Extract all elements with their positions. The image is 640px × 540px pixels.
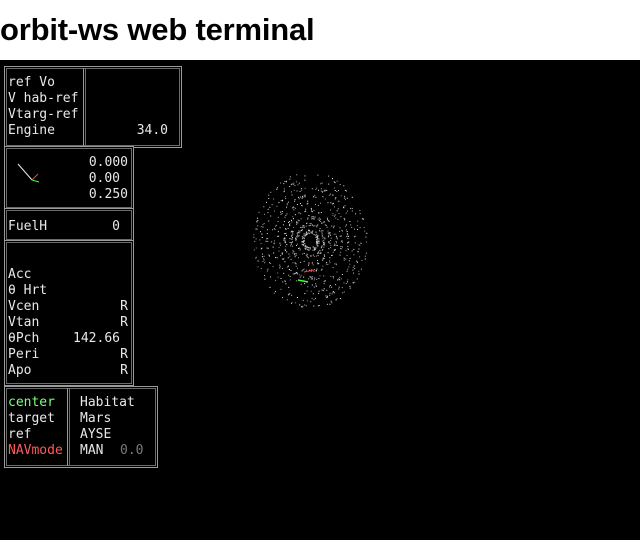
page-title: orbit-ws web terminal (0, 12, 315, 47)
vcen-value: R (120, 299, 128, 314)
nav-panel (4, 386, 158, 468)
apo-label: Apo (8, 363, 32, 378)
target-value: Mars (80, 411, 112, 426)
stats-panel (4, 240, 134, 386)
engine-label: Engine (8, 123, 55, 138)
ship-marker (297, 279, 309, 283)
acc-label: Acc (8, 267, 32, 282)
vcen-label: Vcen (8, 299, 40, 314)
vtan-value: R (120, 315, 128, 330)
ref-panel-divider (83, 68, 84, 146)
vtan-label: Vtan (8, 315, 40, 330)
fuel-label: FuelH (8, 219, 48, 234)
ref-vo-label: ref Vo (8, 75, 55, 90)
center-value: Habitat (80, 395, 135, 410)
apo-value: R (120, 363, 128, 378)
navmode-value: MAN (80, 443, 104, 458)
ref-label: ref (8, 427, 32, 442)
theta-pch-label: θPch (8, 331, 40, 346)
attitude-panel (4, 146, 134, 210)
theta-pch-value: 142.66 (73, 331, 120, 346)
target-label: target (8, 411, 55, 426)
orbit-dots (253, 174, 368, 308)
target-marker (303, 269, 315, 273)
page-header: orbit-ws web terminal (0, 0, 640, 60)
nav-extra-value: 0.0 (120, 443, 144, 458)
attitude-indicator-icon (17, 163, 40, 183)
center-label: center (8, 395, 55, 410)
attitude-value-3: 0.250 (88, 187, 128, 202)
ref-panel (4, 66, 182, 148)
attitude-value-2: 0.00 (88, 171, 120, 186)
terminal-screen[interactable]: ref Vo V hab-ref Vtarg-ref Engine 34.0 0… (0, 60, 640, 540)
fuel-panel (4, 208, 134, 242)
v-hab-ref-label: V hab-ref (8, 91, 79, 106)
ref-value: AYSE (80, 427, 112, 442)
peri-label: Peri (8, 347, 40, 362)
engine-value: 34.0 (136, 123, 168, 138)
navmode-label: NAVmode (8, 443, 63, 458)
fuel-value: 0 (112, 219, 120, 234)
theta-hrt-label: θ Hrt (8, 283, 48, 298)
peri-value: R (120, 347, 128, 362)
orbit-plot (253, 174, 368, 308)
vtarg-ref-label: Vtarg-ref (8, 107, 79, 122)
nav-panel-divider (67, 388, 68, 466)
attitude-value-1: 0.000 (88, 155, 128, 170)
